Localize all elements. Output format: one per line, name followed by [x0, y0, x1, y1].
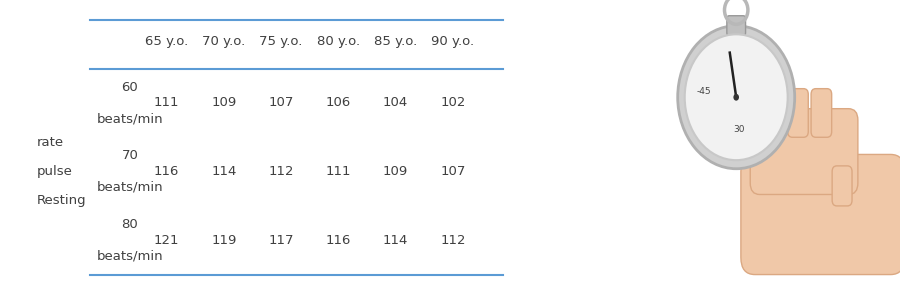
- Text: 106: 106: [326, 96, 351, 110]
- Text: 30: 30: [733, 126, 744, 134]
- Text: 109: 109: [212, 96, 237, 110]
- Text: 75 y.o.: 75 y.o.: [259, 35, 302, 48]
- Text: 114: 114: [382, 234, 409, 247]
- Text: 60: 60: [122, 81, 139, 94]
- Text: -45: -45: [697, 87, 712, 96]
- Text: 102: 102: [440, 96, 465, 110]
- Text: 104: 104: [383, 96, 409, 110]
- Text: 90 y.o.: 90 y.o.: [431, 35, 474, 48]
- Text: rate: rate: [37, 136, 64, 150]
- Text: 121: 121: [154, 234, 179, 247]
- FancyBboxPatch shape: [751, 109, 858, 194]
- Text: 116: 116: [154, 165, 179, 178]
- Text: Resting: Resting: [37, 194, 86, 207]
- Text: 116: 116: [326, 234, 351, 247]
- FancyBboxPatch shape: [788, 89, 808, 137]
- Text: 111: 111: [326, 165, 351, 178]
- Text: 114: 114: [212, 165, 237, 178]
- Text: 109: 109: [383, 165, 409, 178]
- Text: 85 y.o.: 85 y.o.: [374, 35, 418, 48]
- Text: 80: 80: [122, 218, 139, 231]
- Text: 112: 112: [268, 165, 293, 178]
- Text: beats/min: beats/min: [96, 249, 163, 263]
- Text: 112: 112: [440, 234, 465, 247]
- Text: 111: 111: [154, 96, 179, 110]
- Text: 70: 70: [122, 149, 139, 162]
- FancyBboxPatch shape: [741, 154, 900, 275]
- Text: 107: 107: [268, 96, 293, 110]
- Text: 80 y.o.: 80 y.o.: [317, 35, 360, 48]
- FancyBboxPatch shape: [832, 166, 852, 206]
- FancyBboxPatch shape: [727, 16, 745, 36]
- Text: 107: 107: [440, 165, 465, 178]
- Circle shape: [685, 34, 788, 160]
- Circle shape: [734, 94, 739, 101]
- FancyBboxPatch shape: [811, 89, 832, 137]
- Circle shape: [678, 26, 795, 169]
- Text: 70 y.o.: 70 y.o.: [202, 35, 246, 48]
- Text: pulse: pulse: [37, 165, 73, 178]
- FancyBboxPatch shape: [764, 89, 785, 137]
- Text: 65 y.o.: 65 y.o.: [145, 35, 188, 48]
- Text: beats/min: beats/min: [96, 112, 163, 125]
- Text: 117: 117: [268, 234, 293, 247]
- Text: 119: 119: [212, 234, 237, 247]
- Text: beats/min: beats/min: [96, 181, 163, 194]
